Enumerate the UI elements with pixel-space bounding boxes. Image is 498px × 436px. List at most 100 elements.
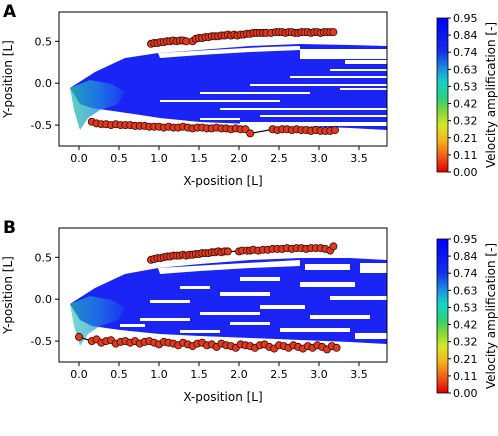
y-axis-label-a: Y-position [L] (1, 40, 15, 119)
wake-gap (305, 264, 350, 270)
wake-gap (240, 277, 280, 281)
field-gaps-b (120, 260, 387, 339)
scatter-upper-a (146, 28, 338, 48)
data-point (223, 247, 232, 256)
colorbar-tick-label: 0.42 (453, 98, 478, 111)
wake-gap (200, 118, 240, 120)
panel-label-b: B (3, 218, 16, 238)
x-tick-label: 0.5 (110, 152, 128, 165)
colorbar-tick-label: 0.95 (453, 233, 478, 246)
colorbar-tick-label: 0.74 (453, 46, 478, 59)
wake-gap (330, 69, 387, 71)
wake-gap (220, 292, 270, 296)
wake-gap (240, 122, 387, 126)
colorbar-tick-label: 0.11 (453, 370, 478, 383)
colorbar-label-b: Velocity amplification [-] (484, 243, 498, 389)
x-tick-label: 1.5 (190, 152, 208, 165)
field-gaps-a (158, 46, 387, 126)
colorbar-tick-label: 0.00 (453, 166, 478, 179)
y-ticks-b: 0.5 0.0 -0.5 (31, 251, 59, 348)
y-axis-label-b: Y-position [L] (1, 256, 15, 335)
colorbar-tick-label: 0.63 (453, 63, 478, 76)
colorbar-tick-label: 0.21 (453, 353, 478, 366)
data-point (246, 129, 255, 138)
colorbar-tick-label: 0.32 (453, 336, 478, 349)
data-point (329, 28, 338, 37)
colorbar-tick-label: 0.74 (453, 267, 478, 280)
wake-gap (250, 84, 387, 86)
velocity-field-a (70, 44, 387, 130)
colorbar-tick-label: 0.84 (453, 250, 478, 263)
wake-gap (355, 333, 387, 339)
velocity-field-nose-a (70, 80, 125, 130)
y-tick-label: 0.0 (35, 77, 53, 90)
colorbar-tick-label: 0.53 (453, 80, 478, 93)
wake-gap (300, 49, 387, 59)
wake-gap (230, 322, 270, 325)
wake-gap (200, 312, 260, 315)
wake-gap (220, 108, 387, 110)
wake-gap (340, 88, 387, 90)
wake-gap (180, 330, 220, 333)
x-tick-label: 2.5 (270, 152, 288, 165)
x-tick-label: 2.0 (230, 368, 248, 381)
wake-gap (260, 305, 305, 309)
wake-gap (150, 300, 190, 303)
colorbar-tick-label: 0.84 (453, 29, 478, 42)
y-tick-label: 0.5 (35, 35, 53, 48)
colorbar-tick-label: 0.63 (453, 284, 478, 297)
x-ticks-a: 0.0 0.5 1.0 1.5 2.0 2.5 3.0 3.5 (70, 146, 368, 165)
colorbar-ticks-b: 0.95 0.84 0.74 0.63 0.53 0.42 0.32 0.21 0.11 0.00 (448, 233, 478, 400)
wake-gap (158, 46, 300, 58)
x-tick-label: 1.0 (150, 152, 168, 165)
wake-gap (300, 282, 355, 287)
velocity-field-main-b (70, 258, 387, 344)
x-tick-label: 3.0 (310, 152, 328, 165)
wake-gap (310, 315, 370, 319)
y-tick-label: 0.0 (35, 293, 53, 306)
colorbar-tick-label: 0.95 (453, 12, 478, 25)
panel-b: B (1, 218, 498, 404)
x-tick-label: 3.5 (350, 152, 368, 165)
panel-a: A 0.0 0.5 1.0 1.5 2.0 2. (1, 2, 498, 188)
x-axis-label-b: X-position [L] (183, 390, 262, 404)
colorbar-a (436, 17, 449, 173)
velocity-field-b (70, 258, 387, 346)
x-tick-label: 2.0 (230, 152, 248, 165)
wake-gap (260, 115, 387, 117)
colorbar-tick-label: 0.32 (453, 115, 478, 128)
data-point (330, 126, 339, 135)
x-tick-label: 1.0 (150, 368, 168, 381)
y-tick-label: -0.5 (31, 335, 52, 348)
wake-gap (290, 76, 387, 78)
x-ticks-b: 0.0 0.5 1.0 1.5 2.0 2.5 3.0 3.5 (70, 362, 368, 381)
wake-gap (180, 286, 210, 289)
plot-area-a (58, 11, 388, 147)
colorbar-label-a: Velocity amplification [-] (484, 22, 498, 168)
wake-gap (360, 263, 387, 273)
y-tick-label: -0.5 (31, 119, 52, 132)
scatter-lower-a (87, 117, 339, 138)
colorbar-tick-label: 0.11 (453, 149, 478, 162)
data-point (332, 343, 341, 352)
wake-gap (140, 318, 190, 321)
plot-area-b (58, 227, 388, 363)
colorbar-b (436, 238, 449, 394)
colorbar-tick-label: 0.21 (453, 132, 478, 145)
wake-gap (345, 60, 387, 64)
x-tick-label: 0.5 (110, 368, 128, 381)
x-tick-label: 3.5 (350, 368, 368, 381)
x-axis-label-a: X-position [L] (183, 174, 262, 188)
wake-gap (280, 328, 350, 332)
x-tick-label: 1.5 (190, 368, 208, 381)
colorbar-ticks-a: 0.95 0.84 0.74 0.63 0.53 0.42 0.32 0.21 0.11 0.00 (448, 12, 478, 179)
x-tick-label: 3.0 (310, 368, 328, 381)
x-tick-label: 0.0 (70, 152, 88, 165)
wake-gap (158, 260, 300, 274)
panel-label-a: A (3, 2, 17, 22)
colorbar-tick-label: 0.00 (453, 387, 478, 400)
wake-gap (160, 100, 280, 102)
colorbar-tick-label: 0.42 (453, 319, 478, 332)
x-tick-label: 2.5 (270, 368, 288, 381)
